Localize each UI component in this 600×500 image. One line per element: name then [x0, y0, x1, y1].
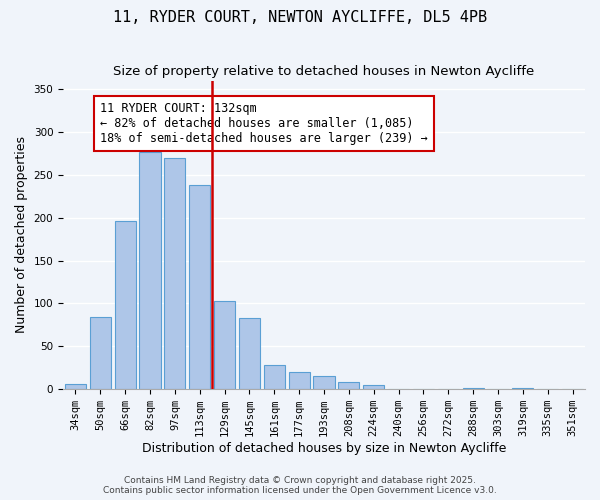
Bar	[363, 385, 384, 389]
Bar	[214, 301, 235, 389]
Text: Contains HM Land Registry data © Crown copyright and database right 2025.
Contai: Contains HM Land Registry data © Crown c…	[103, 476, 497, 495]
Bar	[115, 221, 136, 389]
Text: 11 RYDER COURT: 132sqm
← 82% of detached houses are smaller (1,085)
18% of semi-: 11 RYDER COURT: 132sqm ← 82% of detached…	[100, 102, 428, 145]
Y-axis label: Number of detached properties: Number of detached properties	[15, 136, 28, 334]
Bar	[164, 158, 185, 389]
Bar	[512, 388, 533, 389]
X-axis label: Distribution of detached houses by size in Newton Aycliffe: Distribution of detached houses by size …	[142, 442, 506, 455]
Bar	[463, 388, 484, 389]
Bar	[264, 365, 285, 389]
Bar	[189, 185, 210, 389]
Title: Size of property relative to detached houses in Newton Aycliffe: Size of property relative to detached ho…	[113, 65, 535, 78]
Bar	[239, 318, 260, 389]
Text: 11, RYDER COURT, NEWTON AYCLIFFE, DL5 4PB: 11, RYDER COURT, NEWTON AYCLIFFE, DL5 4P…	[113, 10, 487, 25]
Bar	[289, 372, 310, 389]
Bar	[313, 376, 335, 389]
Bar	[90, 317, 111, 389]
Bar	[338, 382, 359, 389]
Bar	[139, 152, 161, 389]
Bar	[65, 384, 86, 389]
